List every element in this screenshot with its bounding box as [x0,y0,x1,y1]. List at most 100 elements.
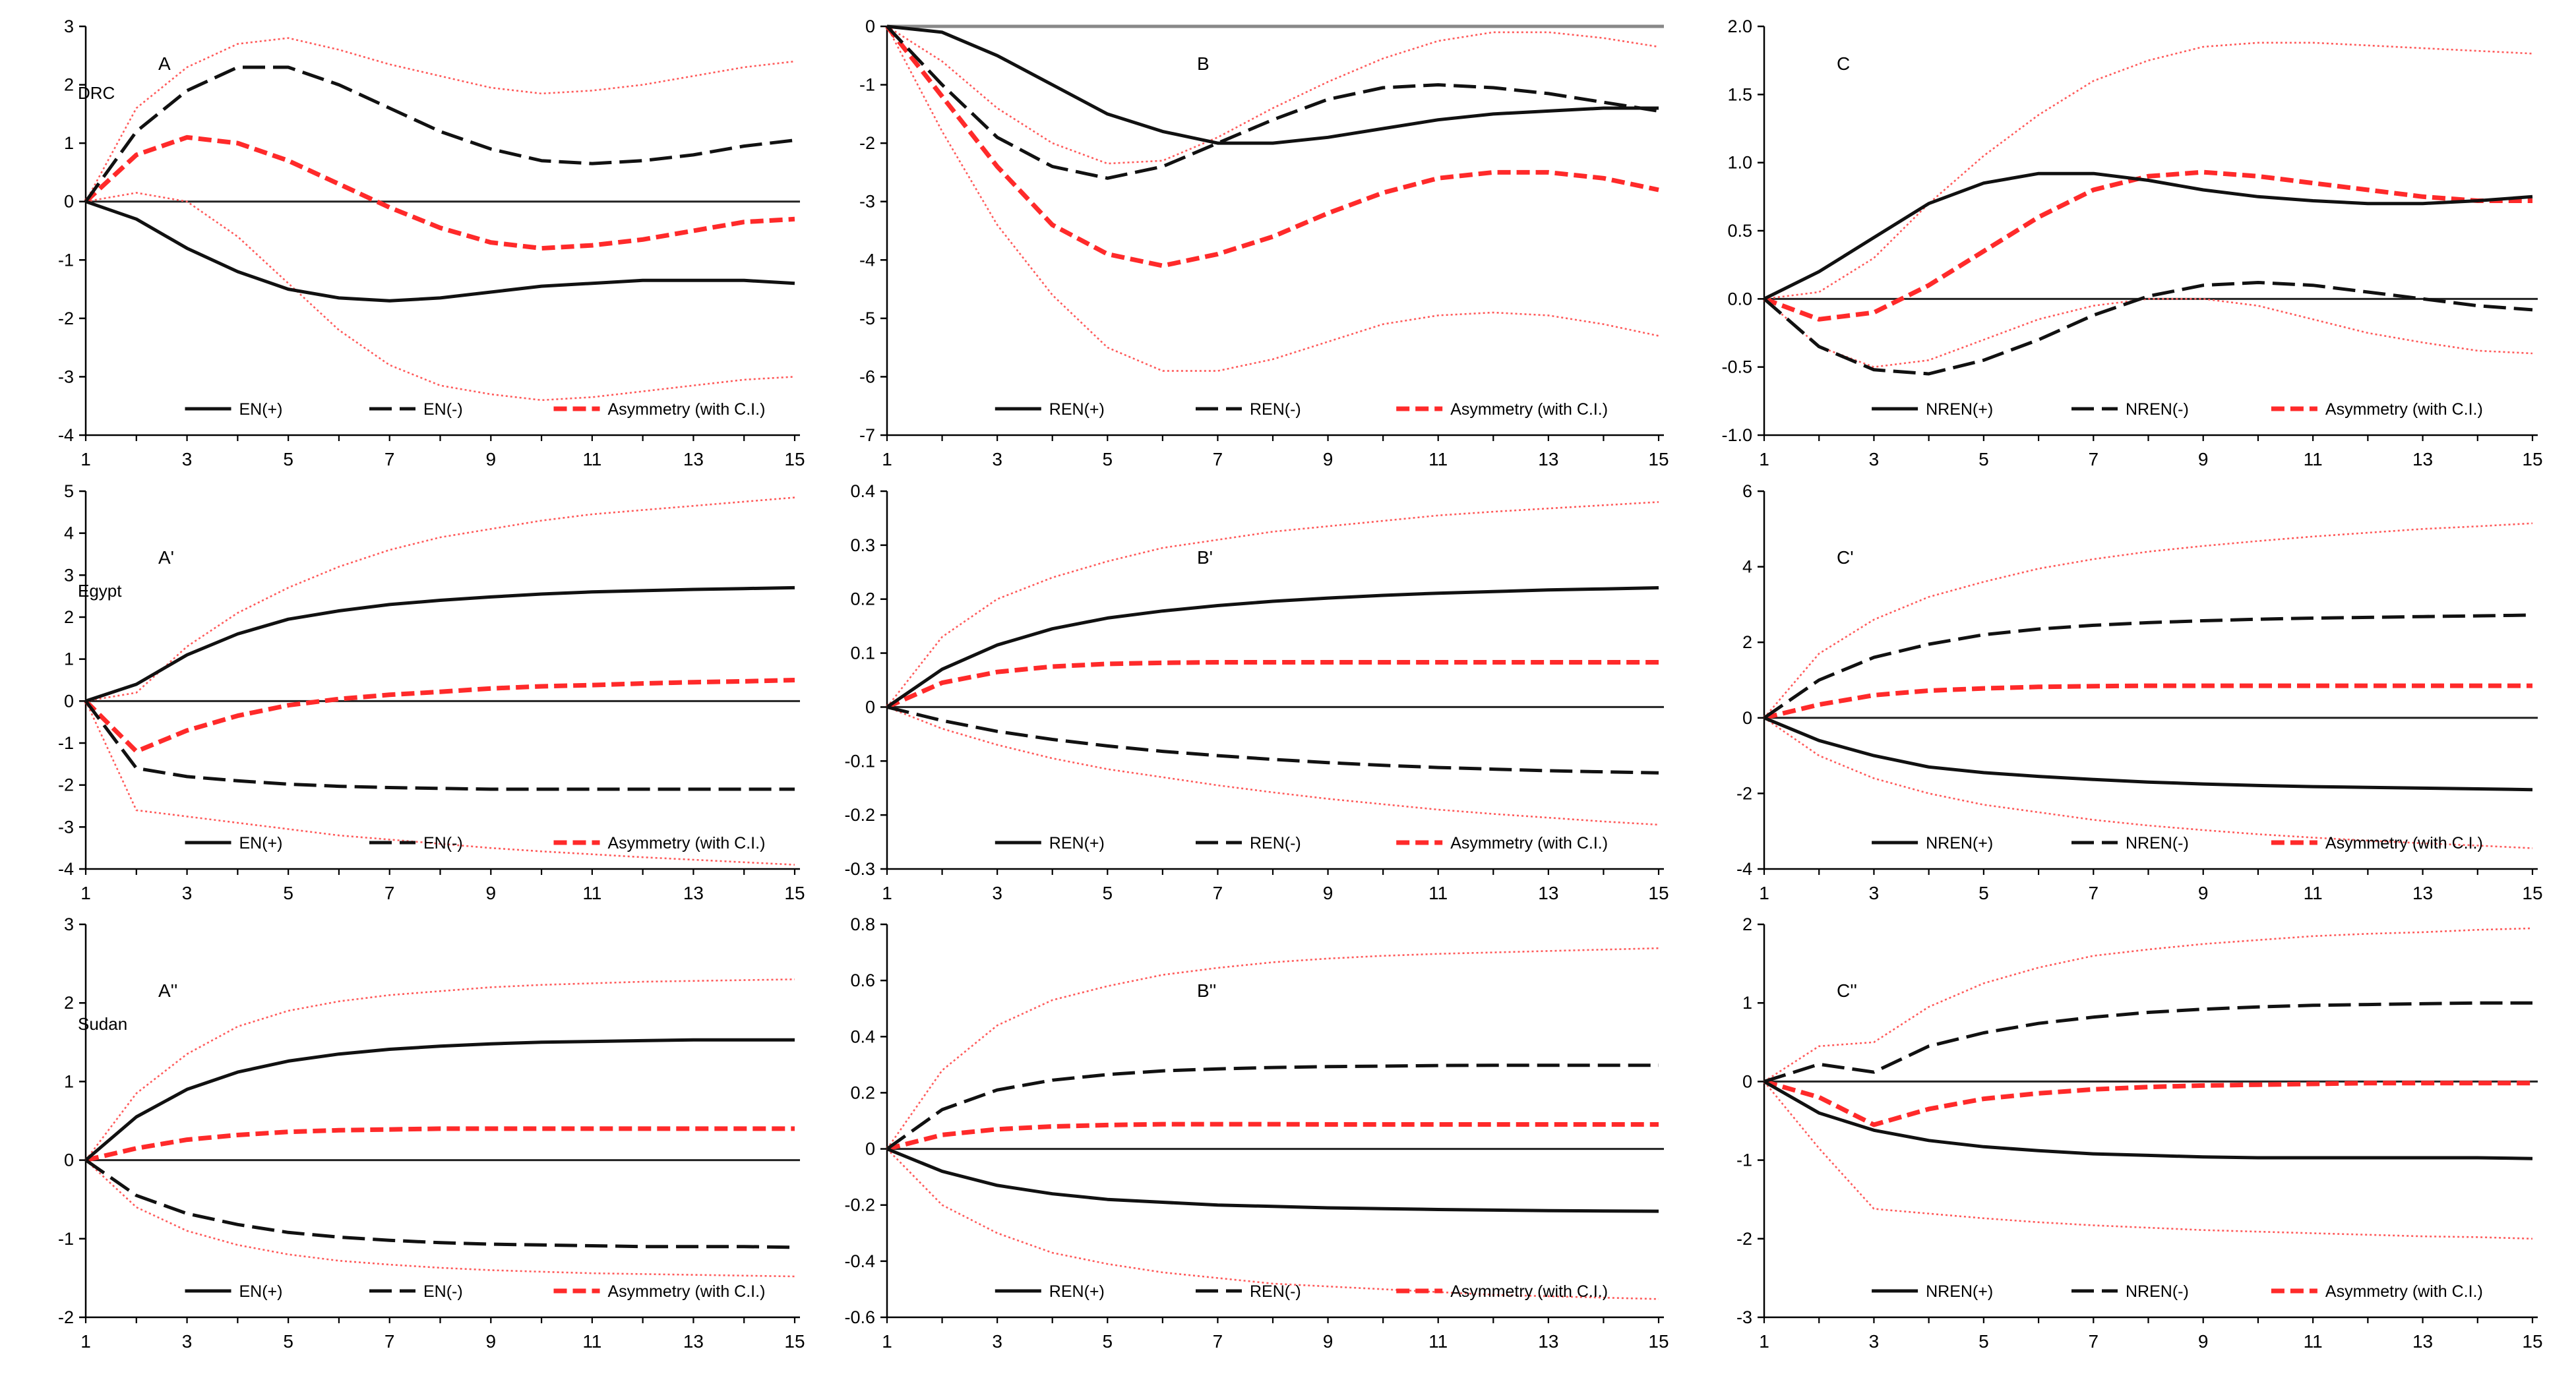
y-tick-label: -0.1 [844,751,875,771]
series-line [84,700,795,866]
series-line [886,706,1659,826]
y-tick-label: -7 [859,425,875,445]
chart-panel: -1.0-0.50.00.51.01.52.01 3 5 7 9 11 13 15CNREN(… [1721,16,2542,469]
y-tick-label: 0 [64,691,74,711]
y-tick-label: -0.5 [1721,357,1752,377]
legend-label: NREN(+) [1926,400,1993,419]
y-tick-label: 1 [64,133,74,153]
y-tick-label: -1 [1736,1150,1752,1170]
panel-label: A'' [158,980,177,1001]
y-tick-label: 2 [64,993,74,1013]
x-tick-label: 15 [1648,449,1669,469]
series-line [85,192,795,402]
series-line [886,660,1659,709]
series-line [885,24,1659,268]
y-tick-label: 4 [1742,557,1752,577]
x-tick-label: 1 [80,883,91,903]
y-tick-label: 2 [64,607,74,627]
x-tick-label: 11 [1428,449,1448,469]
x-tick-label: 3 [1869,883,1880,903]
series-line [85,496,795,702]
series-line [886,24,1659,145]
series-line [886,1147,1659,1213]
x-tick-label: 13 [2412,1331,2433,1352]
x-tick-label: 3 [992,1331,1002,1352]
series-line [85,200,795,303]
series-line [886,25,1659,180]
legend-label: REN(+) [1049,400,1105,419]
y-tick-label: 1.5 [1727,84,1752,104]
x-tick-label: 5 [1102,1331,1113,1352]
x-tick-label: 11 [1428,1331,1448,1352]
y-tick-label: -2 [1736,1229,1752,1249]
x-tick-label: 11 [2304,883,2323,903]
series-line [84,134,795,251]
y-tick-label: -3 [58,367,74,386]
x-tick-label: 5 [283,883,293,903]
series-line [84,678,795,754]
series-line [1763,1079,2532,1127]
x-tick-label: 3 [182,883,193,903]
panel-label: C' [1837,547,1854,568]
y-tick-label: 1.0 [1727,153,1752,173]
y-tick-label: -2 [58,1307,74,1327]
y-tick-label: 0.3 [850,535,875,555]
x-tick-label: 5 [283,449,293,469]
legend-label: Asymmetry (with C.I.) [2325,1282,2483,1301]
legend-label: REN(+) [1049,1282,1105,1301]
y-tick-label: -3 [1736,1307,1752,1327]
y-tick-label: 0.5 [1727,221,1752,241]
y-tick-label: -0.3 [844,859,875,879]
series-line [85,1159,795,1278]
x-tick-label: 5 [1978,883,1989,903]
x-tick-label: 7 [2088,883,2099,903]
country-label: Sudan [78,1014,127,1034]
x-tick-label: 1 [80,449,91,469]
series-line [85,585,795,703]
x-tick-label: 11 [582,449,601,469]
x-tick-label: 15 [1648,1331,1669,1352]
series-line [1763,171,2533,301]
x-tick-label: 7 [384,883,395,903]
x-tick-label: 11 [582,1331,601,1352]
x-tick-label: 5 [1978,1331,1989,1352]
x-tick-label: 15 [784,449,805,469]
series-line [84,700,795,791]
x-tick-label: 7 [1213,883,1223,903]
legend-label: EN(-) [423,834,463,852]
series-line [84,1038,795,1162]
chart-panel: -0.3-0.2-0.100.10.20.30.41 3 5 7 9 11 13 15B'RE… [844,481,1669,903]
x-tick-label: 13 [1538,883,1558,903]
x-tick-label: 3 [1869,449,1880,469]
legend-label: Asymmetry (with C.I.) [608,834,766,852]
x-tick-label: 15 [1648,883,1669,903]
y-tick-label: 3 [64,914,74,934]
y-tick-label: -3 [58,817,74,837]
y-tick-label: 0.0 [1727,289,1752,309]
x-tick-label: 11 [2304,1331,2323,1352]
y-tick-label: 0 [64,1150,74,1170]
x-tick-label: 1 [882,1331,892,1352]
legend-label: Asymmetry (with C.I.) [2325,834,2483,852]
x-tick-label: 1 [1759,883,1769,903]
series-line [1763,613,2533,719]
y-tick-label: -2 [1736,783,1752,803]
legend-label: REN(+) [1049,834,1105,852]
y-tick-label: -1 [859,75,875,95]
panel-label: C'' [1837,980,1857,1001]
x-tick-label: 9 [485,449,496,469]
panel-label: A' [158,547,174,568]
x-tick-label: 5 [1102,449,1113,469]
y-tick-label: 0 [64,192,74,212]
x-tick-label: 13 [1538,1331,1558,1352]
y-tick-label: 0.1 [850,643,875,663]
x-tick-label: 11 [2304,449,2323,469]
y-tick-label: -4 [859,250,875,270]
x-tick-label: 15 [2522,1331,2542,1352]
series-line [886,1063,1659,1150]
y-tick-label: -0.2 [844,1195,875,1215]
